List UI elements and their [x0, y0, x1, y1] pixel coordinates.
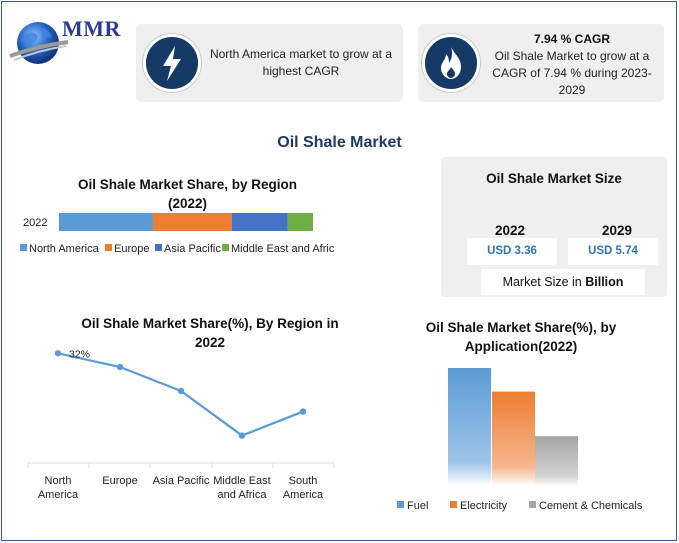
- legend-swatch: [222, 244, 229, 251]
- stacked-bar-segment: [287, 213, 313, 231]
- title-line: Oil Shale Market Share, by Region: [77, 177, 298, 192]
- year-label: 2022: [495, 223, 526, 238]
- line-point: [238, 432, 246, 439]
- legend-swatch: [155, 244, 162, 251]
- highlight-card-cagr: 7.94 % CAGR Oil Shale Market to grow at …: [418, 24, 664, 102]
- page-title: Oil Shale Market: [277, 134, 402, 151]
- x-tick-label: America: [283, 489, 324, 501]
- legend-label: Middle East and Afric: [231, 243, 335, 255]
- region-line-chart-title: Oil Shale Market Share(%), By Region in …: [60, 314, 360, 352]
- legend-swatch: [105, 244, 112, 251]
- cagr-heading: 7.94 % CAGR: [533, 32, 611, 46]
- highlight-text: North America market to grow at a highes…: [209, 47, 393, 78]
- x-tick-label: Middle East: [213, 475, 270, 487]
- x-tick-label: South: [289, 475, 318, 487]
- market-size-title: Oil Shale Market Size: [486, 171, 622, 186]
- application-chart-title: Oil Shale Market Share(%), by Applicatio…: [400, 318, 642, 356]
- legend-swatch: [529, 501, 536, 508]
- line-point: [116, 363, 124, 371]
- legend-label: Asia Pacific: [164, 243, 221, 255]
- line-point: [54, 350, 62, 357]
- x-tick-label: Asia Pacific: [153, 475, 210, 487]
- line-series: [57, 352, 304, 437]
- title-line: 2022: [194, 335, 226, 350]
- bar: [535, 436, 578, 486]
- category-label: 2022: [23, 217, 47, 229]
- unit-bold: Billion: [585, 275, 624, 289]
- x-tick-label: America: [38, 489, 79, 501]
- unit-prefix: Market Size in: [502, 275, 586, 289]
- stacked-bar-segment: [231, 213, 288, 231]
- market-size-card: Oil Shale Market Size 2022 2029 USD 3.36…: [441, 157, 667, 297]
- title-line: (2022): [167, 196, 208, 211]
- x-tick-label: and Africa: [218, 489, 268, 501]
- legend-label: North America: [29, 243, 100, 255]
- logo-text: MMR: [62, 16, 121, 41]
- legend-swatch: [20, 244, 27, 251]
- highlight-text: Oil Shale Market to grow at a CAGR of 7.…: [492, 49, 652, 97]
- legend-swatch: [397, 501, 404, 508]
- legend-label: Electricity: [460, 500, 508, 512]
- region-share-chart-title: Oil Shale Market Share, by Region (2022): [60, 175, 315, 213]
- year-label: 2029: [602, 223, 633, 238]
- flame-icon: [422, 34, 480, 92]
- line-point: [177, 387, 185, 395]
- market-size-value: USD 5.74: [568, 238, 658, 265]
- highlight-card-growth-region: North America market to grow at a highes…: [136, 24, 403, 102]
- x-tick-label: North: [45, 475, 72, 487]
- stacked-bar-segment: [59, 213, 153, 231]
- market-size-unit: Market Size in Billion: [481, 269, 645, 295]
- market-size-value: USD 3.36: [467, 238, 557, 265]
- stacked-bar-segment: [152, 213, 232, 231]
- legend-label: Europe: [114, 243, 149, 255]
- title-line: Application(2022): [464, 339, 578, 354]
- data-label: 32%: [69, 348, 90, 360]
- bar: [448, 368, 491, 486]
- x-tick-label: Europe: [102, 475, 137, 487]
- legend-label: Cement & Chemicals: [539, 500, 643, 512]
- title-line: Oil Shale Market Share(%), By Region in: [81, 316, 339, 331]
- title-line: Oil Shale Market Share(%), by: [425, 320, 617, 335]
- legend-label: Fuel: [407, 500, 428, 512]
- globe-logo-icon: [9, 22, 69, 64]
- legend-swatch: [450, 501, 457, 508]
- line-point: [299, 408, 307, 415]
- lightning-icon: [143, 34, 201, 92]
- bar: [492, 391, 535, 486]
